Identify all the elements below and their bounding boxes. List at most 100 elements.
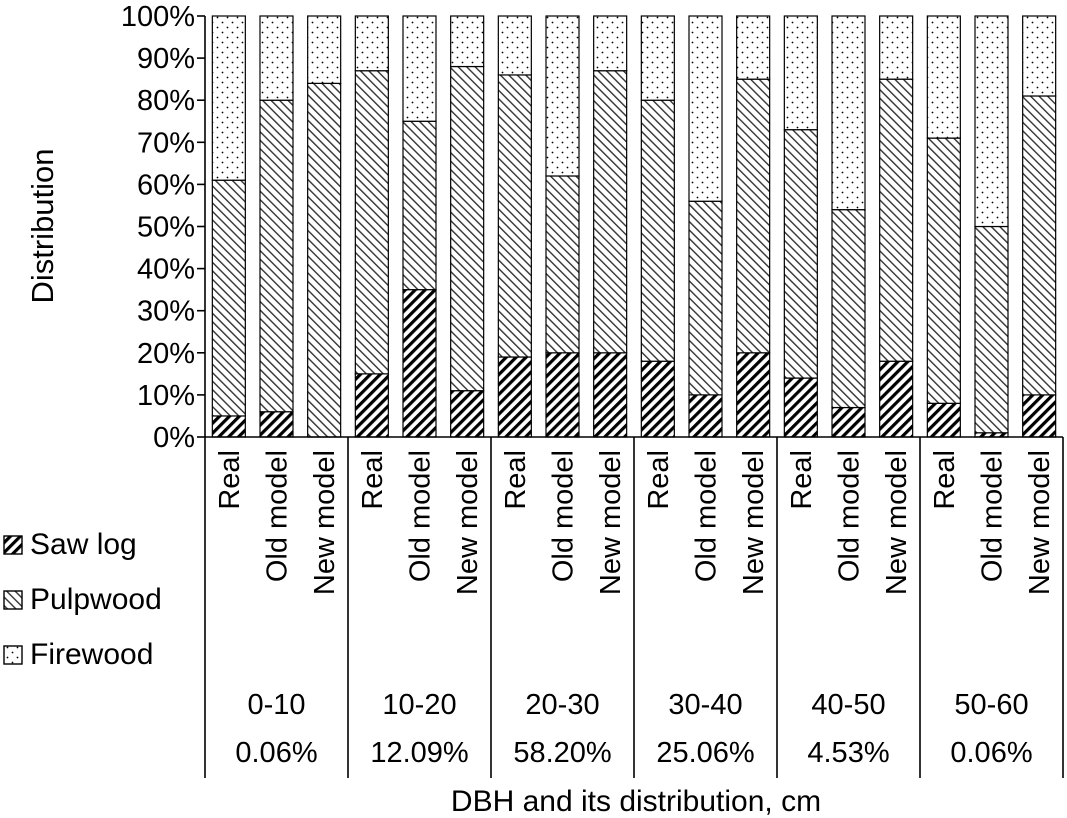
y-tick-label: 90% bbox=[137, 43, 195, 75]
bars bbox=[211, 15, 1057, 438]
bar-segment-saw-log bbox=[736, 352, 771, 438]
bar-segment-saw-log bbox=[497, 356, 532, 438]
bar-segment-pulpwood bbox=[926, 137, 961, 404]
bar-segment-pulpwood bbox=[450, 65, 485, 392]
bar-label: New model bbox=[595, 450, 627, 595]
bar-segment-saw-log bbox=[1022, 394, 1057, 438]
legend-label: Pulpwood bbox=[30, 583, 162, 616]
group-range-label: 10-20 bbox=[382, 689, 456, 721]
bar-segment-firewood bbox=[402, 15, 437, 122]
bar-label: Old model bbox=[834, 450, 866, 582]
y-tick-label: 0% bbox=[153, 422, 195, 454]
bar-segment-pulpwood bbox=[736, 78, 771, 354]
y-axis-title: Distribution bbox=[25, 148, 60, 303]
bar-segment-pulpwood bbox=[688, 200, 723, 396]
bar-segment-pulpwood bbox=[211, 179, 246, 417]
group-range-label: 50-60 bbox=[954, 689, 1028, 721]
y-tick-label: 70% bbox=[137, 127, 195, 159]
bar-segment-pulpwood bbox=[593, 70, 628, 354]
bar-segment-firewood bbox=[211, 15, 246, 181]
bar-segment-pulpwood bbox=[974, 225, 1009, 434]
bar-label: Real bbox=[929, 450, 961, 510]
bar-segment-saw-log bbox=[879, 360, 914, 438]
bar-segment-saw-log bbox=[211, 415, 246, 438]
bar-segment-firewood bbox=[831, 15, 866, 211]
bar-label: Old model bbox=[977, 450, 1009, 582]
y-tick-label: 60% bbox=[137, 169, 195, 201]
bar-segment-firewood bbox=[307, 15, 342, 84]
bar-segment-firewood bbox=[688, 15, 723, 202]
bar-segment-pulpwood bbox=[545, 175, 580, 354]
bar-segment-saw-log bbox=[783, 377, 818, 438]
y-tick-label: 20% bbox=[137, 338, 195, 370]
bar-segment-firewood bbox=[640, 15, 675, 101]
bar-segment-saw-log bbox=[831, 406, 866, 438]
bar-segment-pulpwood bbox=[783, 129, 818, 379]
bar-segment-firewood bbox=[926, 15, 961, 139]
bar-segment-firewood bbox=[593, 15, 628, 72]
bar-label: Real bbox=[357, 450, 389, 510]
bar-segment-pulpwood bbox=[354, 70, 389, 375]
bar-label: Real bbox=[214, 450, 246, 510]
bar-segment-pulpwood bbox=[259, 99, 294, 413]
bar-segment-firewood bbox=[974, 15, 1009, 228]
bar-segment-pulpwood bbox=[640, 99, 675, 362]
legend-swatch bbox=[3, 535, 23, 555]
bar-segment-saw-log bbox=[640, 360, 675, 438]
bar-segment-pulpwood bbox=[879, 78, 914, 362]
group-share-label: 4.53% bbox=[807, 737, 889, 769]
bar-segment-firewood bbox=[497, 15, 532, 76]
bar-label: New model bbox=[309, 450, 341, 595]
bar-segment-saw-log bbox=[354, 373, 389, 438]
bar-segment-firewood bbox=[879, 15, 914, 80]
bar-segment-firewood bbox=[1022, 15, 1057, 97]
bar-segment-saw-log bbox=[402, 289, 437, 438]
legend-label: Firewood bbox=[30, 638, 153, 671]
bar-segment-pulpwood bbox=[831, 209, 866, 409]
bar-label: Old model bbox=[405, 450, 437, 582]
bar-segment-firewood bbox=[450, 15, 485, 68]
bar-label: Real bbox=[786, 450, 818, 510]
bar-segment-saw-log bbox=[688, 394, 723, 438]
bar-segment-firewood bbox=[259, 15, 294, 101]
bar-segment-pulpwood bbox=[307, 82, 342, 438]
bar-segment-saw-log bbox=[926, 402, 961, 438]
bar-label: New model bbox=[881, 450, 913, 595]
bar-segment-firewood bbox=[736, 15, 771, 80]
bar-segment-firewood bbox=[545, 15, 580, 177]
bar-segment-firewood bbox=[783, 15, 818, 131]
bar-segment-saw-log bbox=[593, 352, 628, 438]
group-share-label: 25.06% bbox=[656, 737, 754, 769]
bar-label: Old model bbox=[548, 450, 580, 582]
bar-segment-pulpwood bbox=[402, 120, 437, 291]
group-share-label: 0.06% bbox=[235, 737, 317, 769]
group-range-label: 30-40 bbox=[668, 689, 742, 721]
x-axis-title: DBH and its distribution, cm bbox=[451, 785, 821, 818]
legend-label: Saw log bbox=[30, 528, 137, 561]
group-range-label: 0-10 bbox=[247, 689, 305, 721]
y-tick-label: 80% bbox=[137, 85, 195, 117]
group-share-label: 12.09% bbox=[370, 737, 468, 769]
legend-swatch bbox=[3, 645, 23, 665]
bar-segment-saw-log bbox=[259, 411, 294, 438]
bar-label: Old model bbox=[691, 450, 723, 582]
y-tick-label: 50% bbox=[137, 212, 195, 244]
bar-label: Real bbox=[643, 450, 675, 510]
y-tick-label: 40% bbox=[137, 254, 195, 286]
bar-label: Real bbox=[500, 450, 532, 510]
bar-segment-pulpwood bbox=[497, 74, 532, 358]
y-tick-label: 30% bbox=[137, 296, 195, 328]
group-share-label: 0.06% bbox=[950, 737, 1032, 769]
group-share-label: 58.20% bbox=[513, 737, 611, 769]
x-axis: Real Old model New model 0-10 0.06% Real Old m… bbox=[204, 436, 1064, 778]
group-range-label: 40-50 bbox=[811, 689, 885, 721]
bar-segment-saw-log bbox=[545, 352, 580, 438]
bar-label: New model bbox=[1024, 450, 1056, 595]
bar-label: New model bbox=[738, 450, 770, 595]
bar-segment-pulpwood bbox=[1022, 95, 1057, 396]
bar-segment-firewood bbox=[354, 15, 389, 72]
bar-segment-saw-log bbox=[450, 390, 485, 438]
group-range-label: 20-30 bbox=[525, 689, 599, 721]
y-tick-label: 10% bbox=[137, 380, 195, 412]
